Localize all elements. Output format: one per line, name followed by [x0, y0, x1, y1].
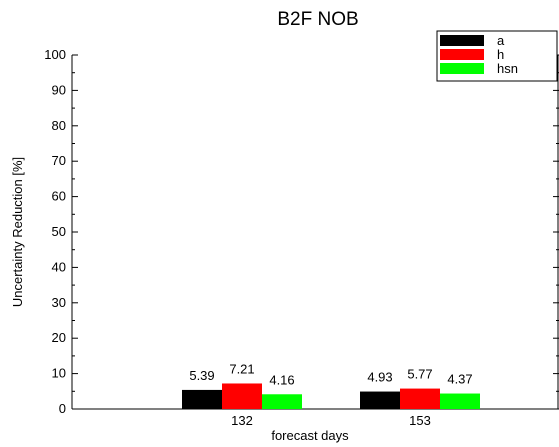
y-tick-label: 40 [52, 259, 66, 274]
legend-label-a: a [497, 33, 505, 48]
value-label-hsn-132: 4.16 [269, 372, 294, 387]
y-tick-label: 10 [52, 366, 66, 381]
legend-swatch-hsn [440, 63, 484, 74]
value-label-h-153: 5.77 [407, 367, 432, 382]
y-tick-label: 0 [59, 401, 66, 416]
bar-h-153 [400, 388, 440, 409]
bar-h-132 [222, 383, 262, 409]
legend-swatch-a [440, 35, 484, 46]
y-tick-label: 70 [52, 153, 66, 168]
plot-area [71, 55, 559, 410]
value-label-a-153: 4.93 [367, 370, 392, 385]
value-label-a-132: 5.39 [189, 368, 214, 383]
chart-title: B2F NOB [277, 9, 358, 30]
x-axis-label: forecast days [271, 428, 349, 443]
value-labels: 5.39 7.21 4.16 4.93 5.77 4.37 [189, 361, 472, 387]
bar-a-132 [182, 389, 222, 409]
y-ticks: 0 10 20 30 40 50 60 70 80 90 100 [44, 47, 559, 416]
bars [182, 383, 480, 409]
bar-a-153 [360, 391, 400, 409]
value-label-h-132: 7.21 [229, 361, 254, 376]
y-tick-label: 100 [44, 47, 66, 62]
y-axis-label: Uncertainty Reduction [%] [10, 157, 25, 307]
value-label-hsn-153: 4.37 [447, 372, 472, 387]
legend-swatch-h [440, 49, 484, 60]
y-tick-label: 30 [52, 295, 66, 310]
legend-label-h: h [497, 47, 504, 62]
y-tick-label: 90 [52, 82, 66, 97]
x-tick-label: 132 [231, 413, 253, 428]
y-tick-label: 80 [52, 118, 66, 133]
x-ticks: 132 153 [231, 404, 431, 428]
y-tick-label: 20 [52, 330, 66, 345]
bar-hsn-132 [262, 394, 302, 409]
x-tick-label: 153 [409, 413, 431, 428]
y-tick-label: 50 [52, 224, 66, 239]
legend-label-hsn: hsn [497, 61, 518, 76]
bar-hsn-153 [440, 393, 480, 409]
y-tick-label: 60 [52, 189, 66, 204]
